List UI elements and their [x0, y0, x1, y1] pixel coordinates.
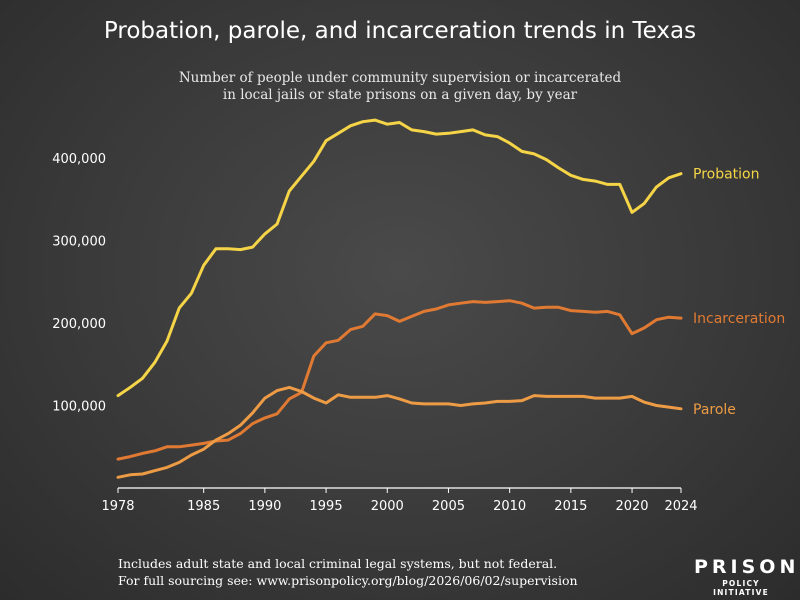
subtitle-line-1: Number of people under community supervi…: [178, 70, 622, 86]
probation-series-label: Probation: [693, 167, 760, 183]
axis-layer: 1978 1985 1990 1995 2000 2005 2010 2015 2020 2024…: [52, 152, 697, 514]
footer-note: Includes adult state and local criminal …: [118, 555, 578, 589]
footer-line-2: For full sourcing see: www.prisonpolicy.…: [118, 573, 578, 588]
y-tick-label: 400,000: [52, 152, 106, 167]
x-tick-label: 2010: [493, 499, 526, 514]
prison-policy-logo: PRISON POLICY INITIATIVE: [694, 556, 800, 597]
x-tick-label: 2024: [664, 499, 697, 514]
logo-main-text: PRISON: [694, 556, 800, 578]
label-layer: Probation Incarceration Parole: [693, 167, 785, 418]
probation-series-line: [116, 118, 683, 398]
x-tick-label: 2015: [554, 499, 587, 514]
x-tick-label: 2005: [432, 499, 465, 514]
parole-series-line: [116, 385, 683, 479]
subtitle-line-2: in local jails or state prisons on a giv…: [222, 87, 578, 103]
chart-subtitle: Number of people under community supervi…: [0, 70, 800, 104]
incarceration-series-label: Incarceration: [693, 311, 785, 327]
x-tick-label: 1985: [187, 499, 220, 514]
x-tick-label: 2000: [371, 499, 404, 514]
x-tick-label: 1990: [248, 499, 281, 514]
y-tick-label: 200,000: [52, 317, 106, 332]
y-tick-label: 300,000: [52, 235, 106, 250]
y-tick-label: 100,000: [52, 400, 106, 415]
footer-line-1: Includes adult state and local criminal …: [118, 556, 558, 571]
incarceration-series-line: [116, 299, 683, 461]
x-tick-label: 1978: [101, 499, 134, 514]
logo-sub-text: POLICY INITIATIVE: [713, 579, 769, 597]
series-layer: [116, 118, 683, 479]
x-tick-label: 2020: [615, 499, 648, 514]
parole-series-label: Parole: [693, 402, 736, 418]
x-tick-label: 1995: [310, 499, 343, 514]
chart-title: Probation, parole, and incarceration tre…: [103, 18, 697, 44]
